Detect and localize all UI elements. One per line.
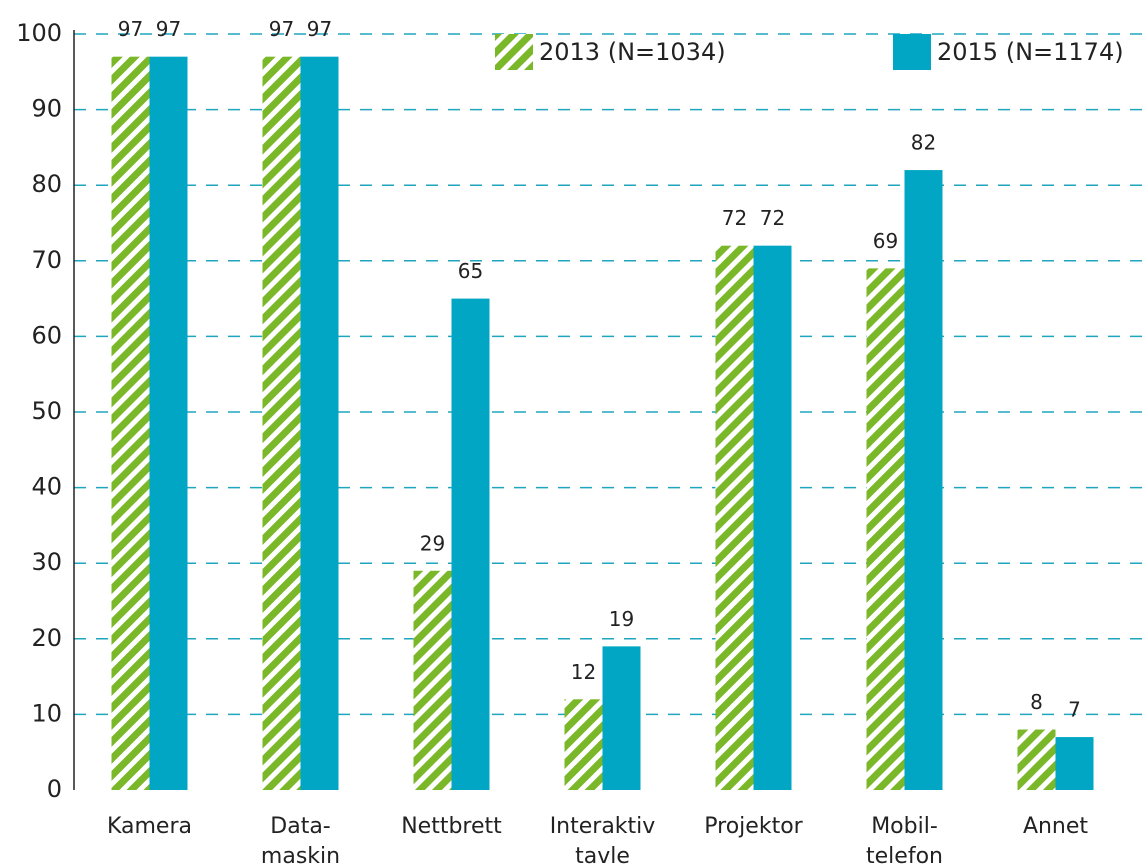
x-tick-label: Interaktiv tavle	[549, 814, 656, 868]
y-tick-label: 10	[31, 699, 62, 727]
y-tick-label: 40	[31, 473, 62, 501]
bar	[1055, 737, 1094, 790]
y-tick-label: 30	[31, 548, 62, 576]
x-tick-label: Data- maskin	[260, 814, 341, 868]
value-label: 97	[307, 17, 332, 41]
value-label: 7	[1068, 698, 1081, 722]
y-tick-label: 0	[47, 775, 62, 803]
y-tick-label: 100	[16, 19, 62, 47]
y-tick-label: 90	[31, 95, 62, 123]
value-label: 82	[911, 131, 936, 155]
value-label: 72	[722, 206, 747, 230]
value-label: 8	[1030, 690, 1043, 714]
bar	[866, 268, 905, 790]
value-label: 72	[760, 206, 785, 230]
x-tick-label: Annet	[1022, 814, 1089, 839]
legend-swatch	[495, 34, 533, 70]
bar	[300, 56, 339, 791]
bar	[715, 245, 754, 790]
y-tick-label: 20	[31, 624, 62, 652]
bar	[111, 56, 150, 791]
bar	[413, 570, 452, 790]
bar	[1017, 729, 1056, 790]
value-label: 69	[873, 229, 898, 253]
x-tick-label: Mobil- telefon	[866, 814, 943, 868]
y-tick-label: 80	[31, 170, 62, 198]
bar	[149, 56, 188, 791]
legend-label: 2015 (N=1174)	[937, 38, 1124, 66]
x-tick-label: Kamera	[106, 814, 192, 839]
bar	[564, 699, 603, 790]
legend-label: 2013 (N=1034)	[539, 38, 726, 66]
value-label: 19	[609, 607, 634, 631]
y-tick-label: 70	[31, 246, 62, 274]
value-label: 29	[420, 531, 445, 555]
bar	[451, 298, 490, 790]
legend-swatch	[893, 34, 931, 70]
value-label: 97	[118, 17, 143, 41]
y-tick-label: 60	[31, 321, 62, 349]
value-label: 97	[269, 17, 294, 41]
x-tick-label: Nettbrett	[401, 814, 502, 839]
value-label: 12	[571, 660, 596, 684]
x-tick-label: Projektor	[704, 814, 803, 839]
bar	[904, 170, 943, 790]
value-label: 97	[156, 17, 181, 41]
y-tick-label: 50	[31, 397, 62, 425]
bar	[753, 245, 792, 790]
value-label: 65	[458, 259, 483, 283]
bar	[262, 56, 301, 791]
bar	[602, 646, 641, 790]
